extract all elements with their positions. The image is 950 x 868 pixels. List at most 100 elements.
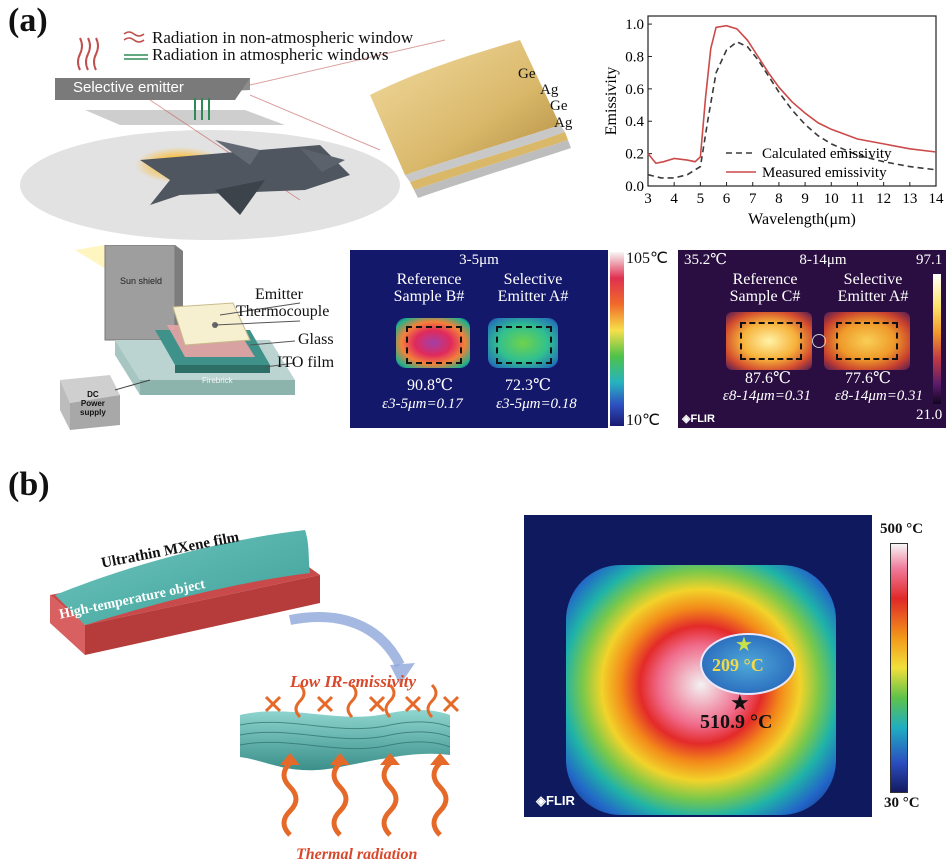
legend-entry-1: Calculated emissivity <box>762 146 892 162</box>
selective-emitter-a-label: Selective Emitter A# <box>478 271 588 306</box>
layer-label-ag-1: Ag <box>540 82 559 98</box>
glass-label: Glass <box>298 331 334 348</box>
center-temp-label: 209 °C <box>712 655 764 675</box>
flir-brand-b: FLIR <box>546 793 575 808</box>
colorbar-8-14um <box>933 274 941 404</box>
y-tick-label: 0.2 <box>625 147 644 163</box>
x-tick-label: 7 <box>749 191 757 207</box>
reference-b-line-2: Sample B# <box>393 287 465 305</box>
selective-a-emissivity: ε3-5μm=0.18 <box>496 396 577 412</box>
edge-temp-label: 510.9 °C <box>700 711 773 733</box>
x-tick-label: 12 <box>876 191 891 207</box>
x-tick-label: 14 <box>929 191 945 207</box>
thermocouple-label: Thermocouple <box>236 303 330 320</box>
colorbar-3-5um <box>610 252 624 426</box>
star-icon-green: ★ <box>735 634 753 656</box>
power-supply-label: DC Power supply <box>80 390 106 417</box>
flir-mark-icon: ◈ <box>682 413 691 425</box>
x-tick-label: 5 <box>697 191 705 207</box>
selective-emitter-a-lwir-label: Selective Emitter A# <box>818 271 928 306</box>
layer-label-ge-2: Ge <box>550 98 568 114</box>
y-tick-label: 0.4 <box>625 114 644 130</box>
selective-a-lwir-emissivity: ε8-14μm=0.31 <box>834 388 924 404</box>
x-tick-label: 11 <box>850 191 864 207</box>
roi-box-selective-a-lwir <box>836 322 898 360</box>
band-label-8-14um: 8-14μm <box>799 252 847 268</box>
reference-b-line-1: Reference <box>396 271 462 288</box>
legend-window-label: Radiation in atmospheric windows <box>152 45 389 64</box>
scale-min-3-5um: 10℃ <box>626 412 660 429</box>
power-supply-line-1: DC <box>87 390 99 399</box>
scale-max-8-14um: 97.1 <box>916 252 943 268</box>
flir-logo-a: ◈FLIR <box>682 412 715 425</box>
legend-entry-2: Measured emissivity <box>762 165 887 181</box>
emitter-jet-schematic <box>20 31 571 240</box>
heating-setup-schematic <box>60 245 301 430</box>
reference-sample-b-label: Reference Sample B# <box>374 271 484 306</box>
heat-field <box>566 565 836 815</box>
emissivity-chart: 3 4 5 6 7 8 9 10 11 12 13 14 0.0 0.2 0.4 0.6 0.8 1.0 Wavel… <box>603 15 945 228</box>
x-tick-label: 3 <box>644 191 652 207</box>
hotspot-selective-a-lwir <box>824 312 910 370</box>
x-tick-label: 4 <box>670 191 678 207</box>
y-tick-label: 0.6 <box>625 82 644 98</box>
sun-shield-label: Sun shield <box>120 276 163 286</box>
y-axis-label: Emissivity <box>603 67 620 135</box>
x-tick-label: 9 <box>801 191 809 207</box>
reference-c-line-1: Reference <box>732 271 798 288</box>
star-icon-black: ★ <box>730 690 750 715</box>
reference-c-emissivity: ε8-14μm=0.31 <box>722 388 812 404</box>
x-axis-label: Wavelength(μm) <box>748 211 856 228</box>
selective-emitter-label: Selective emitter <box>73 79 184 96</box>
series-line-1 <box>647 40 937 179</box>
low-ir-emissivity-label: Low IR-emissivity <box>290 672 417 691</box>
selective-a-temp: 72.3℃ <box>505 377 551 394</box>
roi-box-selective-a <box>496 326 552 364</box>
layer-label-ag-2: Ag <box>554 115 573 131</box>
scale-max-mxene: 500 °C <box>880 521 924 537</box>
layer-label-ge-1: Ge <box>518 66 536 82</box>
roi-box-reference-c <box>740 322 802 360</box>
x-tick-label: 8 <box>775 191 783 207</box>
x-tick-label: 10 <box>824 191 839 207</box>
panel-b-label: (b) <box>8 466 50 503</box>
band-label-3-5um: 3-5μm <box>459 252 499 268</box>
reference-c-line-2: Sample C# <box>729 287 801 305</box>
thermal-radiation-label: Thermal radiation <box>296 846 418 863</box>
scale-min-mxene: 30 °C <box>884 795 920 811</box>
flir-mark-icon-b: ◈ <box>536 793 546 808</box>
reference-b-emissivity: ε3-5μm=0.17 <box>382 396 463 412</box>
power-supply-line-3: supply <box>80 408 106 417</box>
selective-a-line-1: Selective <box>503 271 563 288</box>
colorbar-mxene <box>890 543 908 793</box>
roi-box-reference-b <box>406 326 462 364</box>
corner-temp-label: 35.2℃ <box>684 252 728 268</box>
thermal-image-8-14um: 35.2℃ 8-14μm Reference Sample C# Selecti… <box>678 250 946 428</box>
mxene-schematic <box>50 530 460 837</box>
selective-a-lwir-temp: 77.6℃ <box>845 370 891 387</box>
emitter-label: Emitter <box>255 286 303 303</box>
firebrick-label: Firebrick <box>202 376 233 385</box>
x-tick-label: 6 <box>723 191 731 207</box>
flir-logo-b: ◈FLIR <box>536 793 575 809</box>
center-region <box>700 633 796 695</box>
thermal-image-mxene: ★ ★ 209 °C 510.9 °C ◈FLIR <box>524 515 872 817</box>
panel-a-label: (a) <box>8 2 48 39</box>
reference-c-temp: 87.6℃ <box>745 370 791 387</box>
scale-max-3-5um: 105℃ <box>626 250 668 267</box>
selective-a-line-2: Emitter A# <box>497 287 569 305</box>
chart-frame <box>647 15 937 187</box>
ito-film-label: ITO film <box>277 354 335 371</box>
selective-a-lwir-line-2: Emitter A# <box>837 287 909 305</box>
flir-brand-a: FLIR <box>690 413 715 425</box>
y-tick-label: 1.0 <box>625 17 644 33</box>
y-tick-label: 0.0 <box>625 179 644 195</box>
reference-sample-c-label: Reference Sample C# <box>710 271 820 306</box>
scale-min-8-14um: 21.0 <box>916 407 943 423</box>
crosshair-icon <box>812 334 826 348</box>
legend-nonwindow-label: Radiation in non-atmospheric window <box>152 28 414 47</box>
series-line-2 <box>647 24 937 165</box>
reference-b-temp: 90.8℃ <box>407 377 453 394</box>
selective-a-lwir-line-1: Selective <box>843 271 903 288</box>
thermal-image-3-5um: 3-5μm Reference Sample B# Selective Emit… <box>350 250 608 428</box>
